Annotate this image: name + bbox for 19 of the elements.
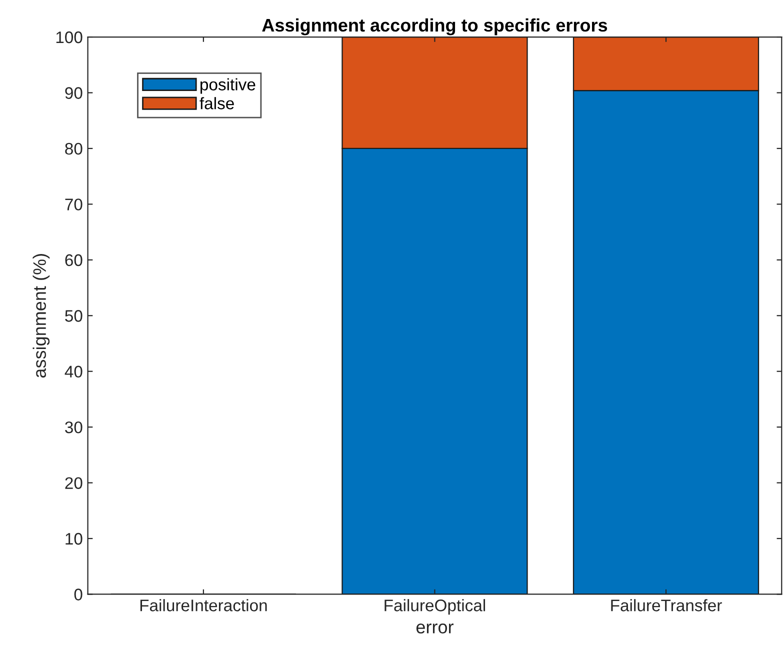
legend-label: false <box>200 97 234 110</box>
y-tick-label: 10 <box>66 532 82 545</box>
y-tick-label: 60 <box>65 254 82 266</box>
y-tick-label: 40 <box>64 366 82 378</box>
x-tick-label: FailureInteraction <box>140 599 267 612</box>
x-tick-label: FailureTransfer <box>611 599 722 612</box>
y-tick-label: 20 <box>65 477 82 489</box>
y-tick-label: 0 <box>74 588 82 600</box>
y-tick-label: 100 <box>56 31 82 44</box>
legend-label: positive <box>200 78 256 94</box>
x-axis-title: error <box>416 624 454 634</box>
chart-title: Assignment according to specific errors <box>262 18 608 36</box>
y-axis-title: assignment (%) <box>32 254 50 378</box>
y-tick-label: 50 <box>65 310 82 322</box>
x-tick-label: FailureOptical <box>384 599 486 615</box>
y-tick-label: 30 <box>65 421 82 434</box>
y-tick-label: 90 <box>65 87 82 99</box>
y-tick-label: 80 <box>65 142 82 155</box>
y-tick-label: 70 <box>65 198 82 210</box>
